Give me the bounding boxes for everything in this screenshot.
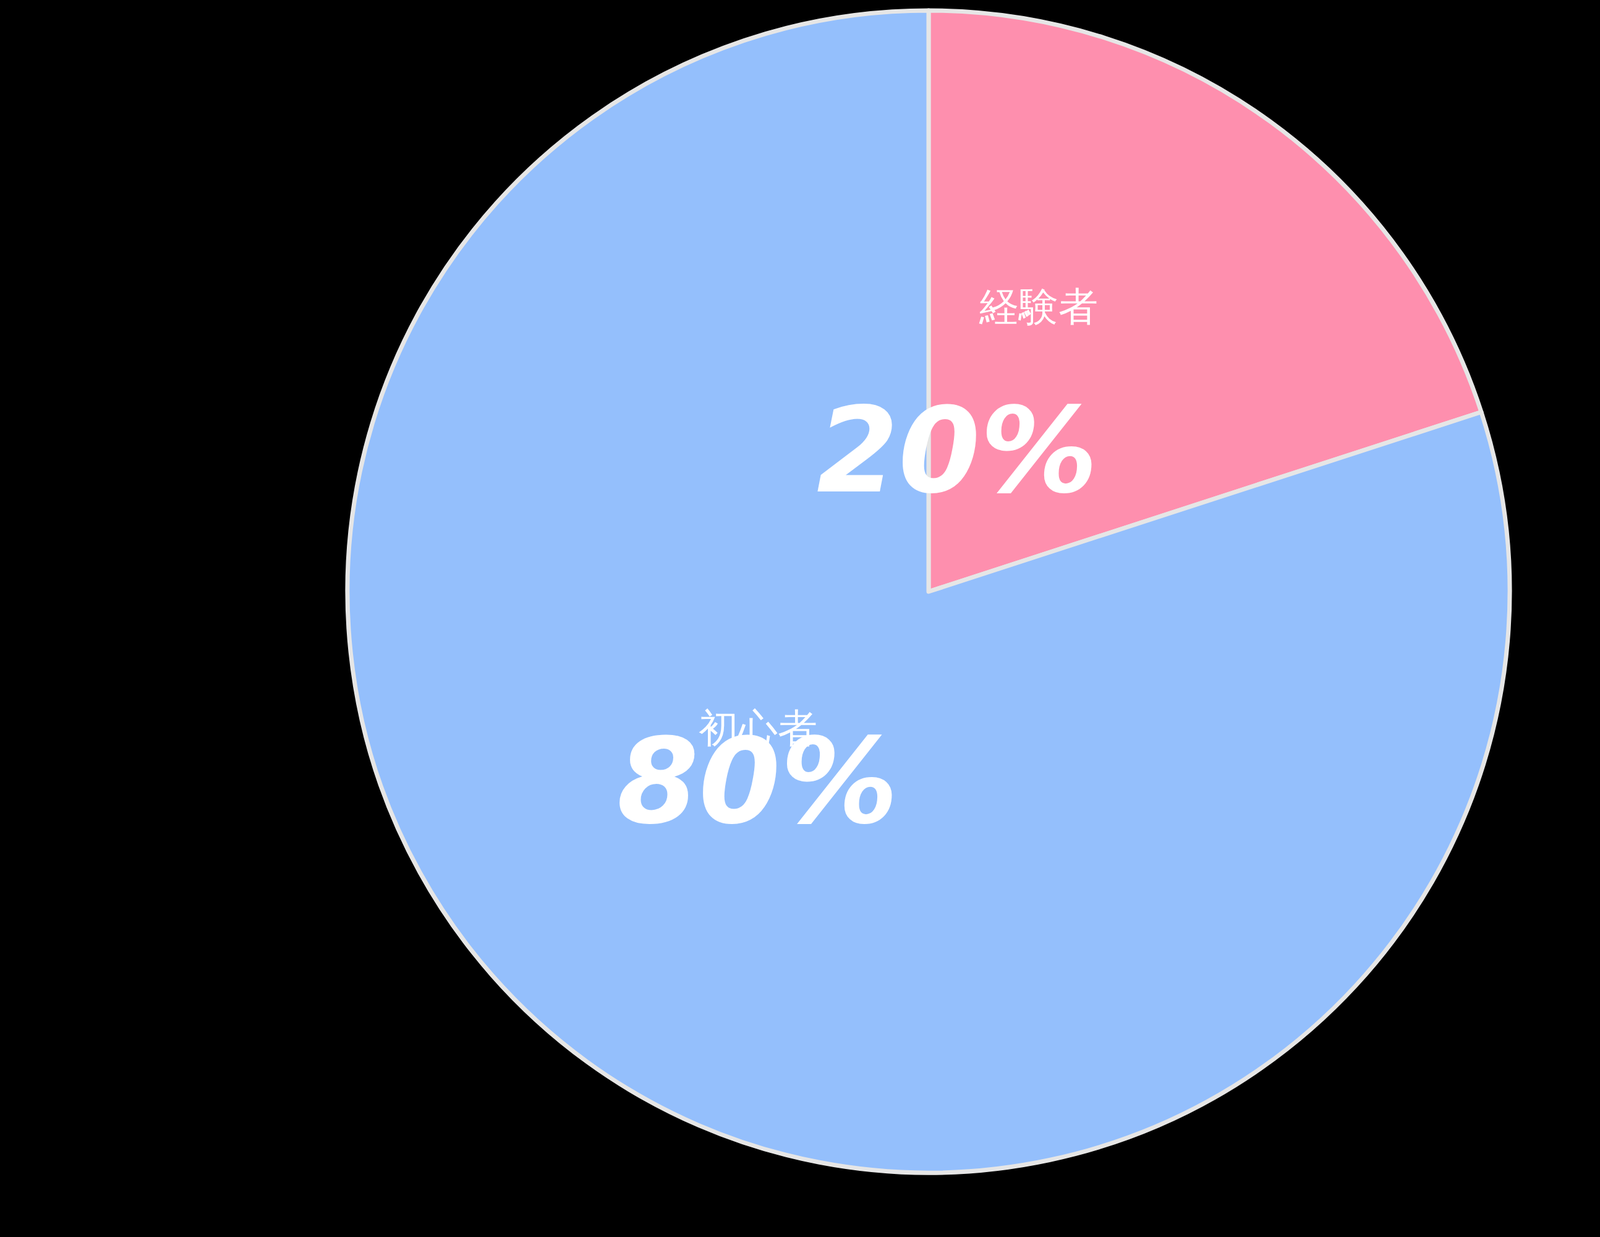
svg-text:経験者: 経験者 — [978, 283, 1098, 330]
svg-text:20%: 20% — [816, 382, 1098, 520]
svg-text:80%: 80% — [617, 713, 899, 851]
svg-text:初心者: 初心者 — [698, 705, 818, 752]
